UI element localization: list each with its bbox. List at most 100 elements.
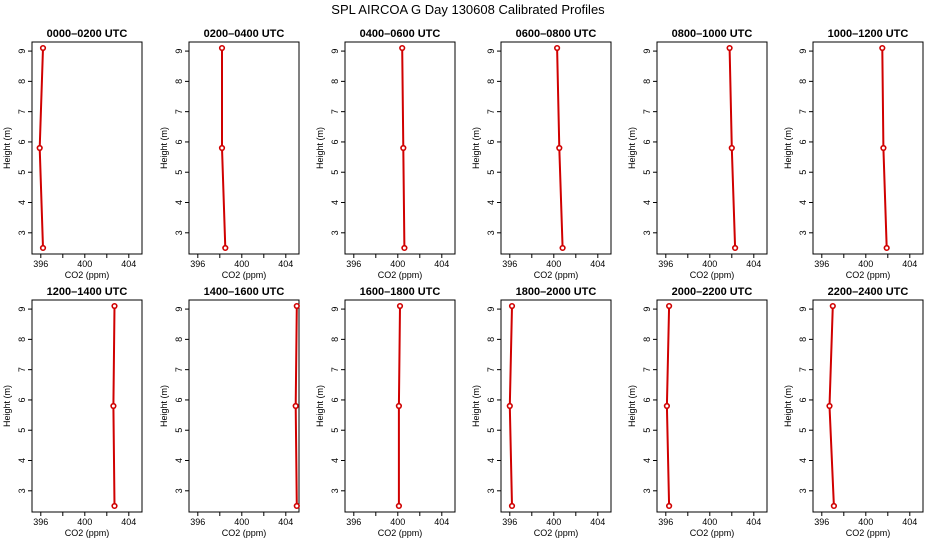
y-tick-label: 5: [642, 170, 652, 175]
x-tick-label: 396: [190, 517, 205, 527]
x-axis-label: CO2 (ppm): [690, 528, 735, 538]
panel-8: 1600–1800 UTC 396 400 404 3 4 5 6 7 8 9 CO2 (ppm) He…: [315, 286, 456, 538]
y-tick-label: 7: [174, 109, 184, 114]
plot-frame: [188, 299, 300, 513]
y-tick-label: 3: [174, 230, 184, 235]
y-tick-label: 3: [486, 488, 496, 493]
y-tick-label: 4: [17, 200, 27, 205]
y-tick-label: 9: [17, 307, 27, 312]
y-tick-label: 4: [642, 458, 652, 463]
panel-0: 0000–0200 UTC 396 400 404 3 4 5 6 7 8 9 CO2 (ppm) He…: [2, 28, 143, 280]
data-point: [663, 402, 671, 410]
y-tick-label: 7: [174, 367, 184, 372]
y-tick-label: 3: [486, 230, 496, 235]
panel-title: 1400–1600 UTC: [204, 286, 285, 298]
x-tick-label: 404: [278, 517, 293, 527]
x-axis-label: CO2 (ppm): [222, 270, 267, 280]
y-tick-label: 3: [17, 488, 27, 493]
y-tick-label: 3: [174, 488, 184, 493]
x-tick-label: 404: [746, 259, 761, 269]
data-point: [726, 44, 733, 52]
x-tick-label: 400: [77, 517, 92, 527]
panel-title: 0600–0800 UTC: [516, 28, 597, 40]
panel-9: 1800–2000 UTC 396 400 404 3 4 5 6 7 8 9 CO2 (ppm) He…: [471, 286, 612, 538]
x-tick-label: 400: [390, 259, 405, 269]
y-tick-label: 4: [330, 458, 340, 463]
panel-2: 0400–0600 UTC 396 400 404 3 4 5 6 7 8 9 CO2 (ppm) He…: [315, 28, 456, 280]
y-tick-label: 8: [17, 337, 27, 342]
x-axis-label: CO2 (ppm): [534, 270, 579, 280]
x-tick-label: 400: [234, 259, 249, 269]
x-tick-label: 396: [346, 259, 361, 269]
y-tick-label: 4: [486, 458, 496, 463]
x-tick-label: 404: [590, 517, 605, 527]
panel-title: 0200–0400 UTC: [204, 28, 285, 40]
y-tick-label: 5: [798, 428, 808, 433]
x-tick-label: 400: [858, 259, 873, 269]
data-point: [879, 44, 886, 52]
y-tick-label: 7: [486, 109, 496, 114]
data-point: [36, 144, 43, 152]
data-point: [880, 144, 887, 152]
data-point: [508, 302, 516, 310]
y-tick-label: 9: [642, 307, 652, 312]
y-tick-label: 5: [330, 170, 340, 175]
x-tick-label: 396: [814, 517, 829, 527]
x-tick-label: 400: [702, 517, 717, 527]
y-tick-label: 3: [798, 488, 808, 493]
y-tick-label: 9: [174, 307, 184, 312]
y-tick-label: 6: [174, 397, 184, 402]
y-axis-label: Height (m): [315, 385, 325, 427]
plot-frame: [188, 41, 300, 255]
x-axis-label: CO2 (ppm): [65, 270, 110, 280]
y-tick-label: 7: [486, 367, 496, 372]
data-point: [222, 244, 229, 252]
x-tick-label: 400: [234, 517, 249, 527]
panel-6: 1200–1400 UTC 396 400 404 3 4 5 6 7 8 9 CO2 (ppm) He…: [2, 286, 143, 538]
panel-1: 0200–0400 UTC 396 400 404 3 4 5 6 7 8 9 CO2 (ppm) He…: [159, 28, 300, 280]
plot-frame: [656, 41, 768, 255]
plot-frame: [500, 299, 612, 513]
x-tick-label: 404: [590, 259, 605, 269]
x-tick-label: 396: [502, 259, 517, 269]
x-tick-label: 404: [746, 517, 761, 527]
y-tick-label: 5: [798, 170, 808, 175]
figure-title: SPL AIRCOA G Day 130608 Calibrated Profi…: [331, 2, 605, 17]
x-axis-label: CO2 (ppm): [846, 528, 891, 538]
x-axis-label: CO2 (ppm): [378, 528, 423, 538]
y-tick-label: 9: [798, 49, 808, 54]
y-tick-label: 8: [798, 337, 808, 342]
data-point: [218, 44, 226, 52]
y-tick-label: 8: [798, 79, 808, 84]
data-point: [111, 502, 118, 510]
y-tick-label: 4: [486, 200, 496, 205]
x-axis-label: CO2 (ppm): [222, 528, 267, 538]
y-tick-label: 8: [486, 337, 496, 342]
panel-11: 2200–2400 UTC 396 400 404 3 4 5 6 7 8 9 CO2 (ppm) He…: [783, 286, 924, 538]
y-tick-label: 6: [798, 139, 808, 144]
x-tick-label: 396: [502, 517, 517, 527]
y-tick-label: 6: [486, 139, 496, 144]
data-point: [556, 144, 563, 152]
y-tick-label: 5: [17, 428, 27, 433]
y-tick-label: 4: [174, 458, 184, 463]
panel-title: 1200–1400 UTC: [47, 286, 128, 298]
x-tick-label: 404: [434, 259, 449, 269]
panel-title: 2000–2200 UTC: [672, 286, 753, 298]
y-tick-label: 3: [17, 230, 27, 235]
y-axis-label: Height (m): [783, 385, 793, 427]
y-tick-label: 6: [330, 139, 340, 144]
panel-7: 1400–1600 UTC 396 400 404 3 4 5 6 7 8 9 CO2 (ppm) He…: [159, 286, 300, 538]
data-point: [826, 402, 833, 410]
plot-frame: [812, 299, 924, 513]
y-tick-label: 5: [486, 170, 496, 175]
y-axis-label: Height (m): [2, 385, 12, 427]
y-axis-label: Height (m): [159, 385, 169, 427]
x-axis-label: CO2 (ppm): [846, 270, 891, 280]
y-tick-label: 4: [174, 200, 184, 205]
y-tick-label: 6: [642, 397, 652, 402]
x-axis-label: CO2 (ppm): [378, 270, 423, 280]
x-axis-label: CO2 (ppm): [65, 528, 110, 538]
data-point: [395, 402, 403, 410]
